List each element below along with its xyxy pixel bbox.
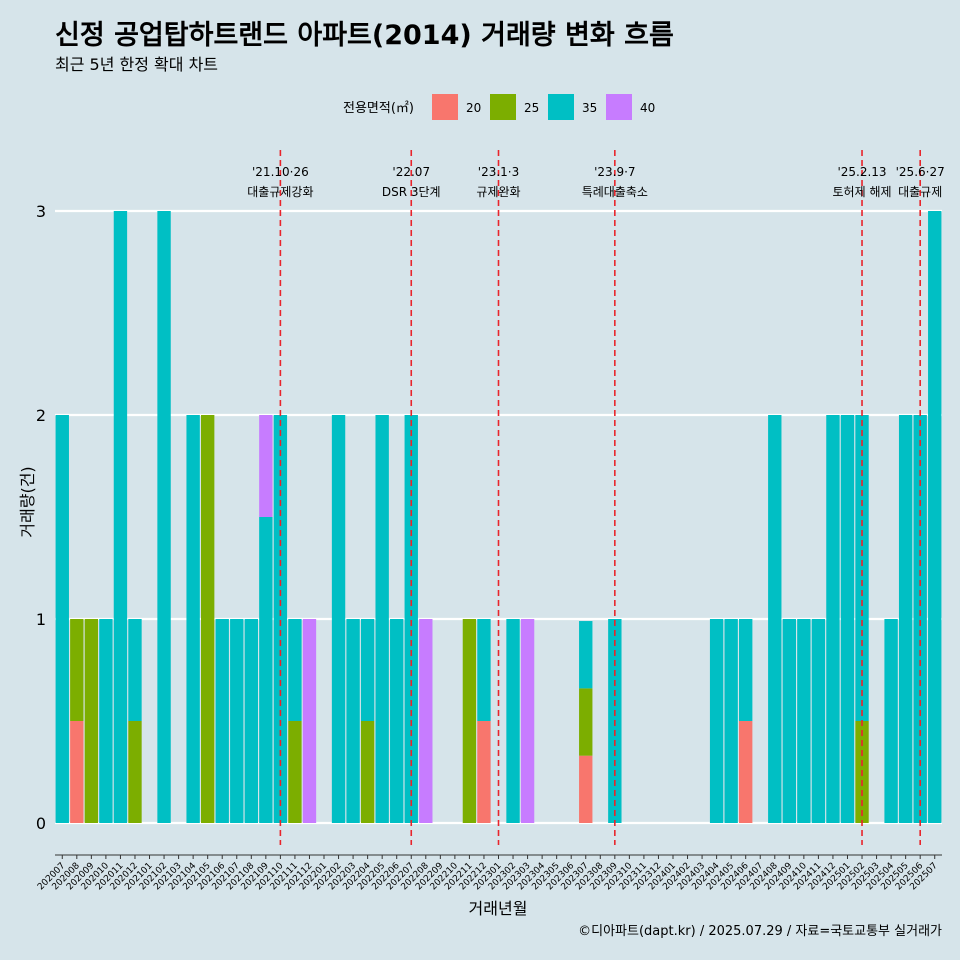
bar-202405-35 bbox=[724, 619, 738, 823]
bar-202302-35 bbox=[506, 619, 520, 823]
bar-202105-25 bbox=[200, 415, 215, 823]
bar-202102-35 bbox=[157, 211, 171, 823]
bar-202203-35 bbox=[346, 619, 360, 823]
y-tick-label-0: 0 bbox=[36, 814, 46, 833]
bar-202507-35 bbox=[928, 211, 942, 823]
bar-202012-25 bbox=[128, 721, 142, 823]
bar-202009-25 bbox=[84, 619, 99, 823]
bar-202303-40 bbox=[520, 619, 535, 823]
bar-202111-35 bbox=[288, 619, 302, 721]
y-axis-title: 거래량(건) bbox=[18, 466, 37, 537]
bar-202112-40 bbox=[302, 619, 317, 823]
y-axis: 0 1 2 3 bbox=[36, 202, 46, 833]
y-tick-label-1: 1 bbox=[36, 610, 46, 629]
legend-swatch-20 bbox=[432, 94, 458, 120]
bar-202307-35 bbox=[579, 621, 593, 689]
x-axis-title: 거래년월 bbox=[469, 899, 528, 918]
bar-202307-25 bbox=[579, 688, 593, 756]
bar-202206-35 bbox=[390, 619, 404, 823]
legend-swatch-25 bbox=[490, 94, 516, 120]
bar-202109-40 bbox=[259, 415, 273, 517]
bar-202207-35 bbox=[404, 415, 418, 823]
legend-label-35: 35 bbox=[582, 101, 597, 115]
legend-label-20: 20 bbox=[466, 101, 481, 115]
event-date-202301: '23.1·3 bbox=[478, 165, 519, 179]
bar-202109-35 bbox=[259, 517, 273, 823]
bar-202010-35 bbox=[99, 619, 113, 823]
bar-202110-35 bbox=[273, 415, 288, 823]
event-label-202301: 규제완화 bbox=[476, 185, 520, 199]
bar-202212-35 bbox=[477, 619, 491, 721]
event-date-202110: '21.10·26 bbox=[252, 165, 309, 179]
event-label-202207: DSR 3단계 bbox=[382, 185, 441, 199]
legend-swatch-35 bbox=[548, 94, 574, 120]
legend-title: 전용면적(㎡) bbox=[343, 101, 414, 116]
bar-202212-20 bbox=[477, 721, 491, 823]
bar-202012-35 bbox=[128, 619, 142, 721]
bar-202411-35 bbox=[811, 619, 826, 823]
bar-202011-35 bbox=[113, 211, 128, 823]
bar-202202-35 bbox=[331, 415, 346, 823]
bar-202204-25 bbox=[360, 721, 375, 823]
chart-title: 신정 공업탑하트랜드 아파트(2014) 거래량 변화 흐름 bbox=[55, 20, 674, 51]
legend-swatch-40 bbox=[606, 94, 632, 120]
event-label-202502: 토허제 해제 bbox=[833, 185, 892, 199]
bar-202111-25 bbox=[288, 721, 302, 823]
bar-202205-35 bbox=[375, 415, 389, 823]
chart-subtitle: 최근 5년 한정 확대 차트 bbox=[55, 55, 218, 74]
x-axis: 2020072020082020092020102020112020122021… bbox=[36, 854, 942, 892]
bar-202008-20 bbox=[70, 721, 84, 823]
bar-202406-20 bbox=[739, 721, 753, 823]
event-markers: '21.10·26 대출규제강화 '22.07 DSR 3단계 '23.1·3 규제완화 '… bbox=[247, 150, 945, 845]
legend: 전용면적(㎡) 20 25 35 40 bbox=[343, 94, 655, 120]
bar-202504-35 bbox=[884, 619, 898, 823]
y-tick-label-3: 3 bbox=[36, 202, 46, 221]
event-label-202110: 대출규제강화 bbox=[247, 185, 313, 199]
bar-202204-35 bbox=[360, 619, 375, 721]
bar-202502-35 bbox=[855, 415, 869, 721]
event-date-202506: '25.6·27 bbox=[896, 165, 945, 179]
bar-202501-35 bbox=[840, 415, 855, 823]
bar-202404-35 bbox=[709, 619, 724, 823]
bar-202008-25 bbox=[70, 619, 84, 721]
bar-202108-35 bbox=[244, 619, 258, 823]
bar-202104-35 bbox=[186, 415, 200, 823]
bar-202211-25 bbox=[462, 619, 477, 823]
y-tick-label-2: 2 bbox=[36, 406, 46, 425]
event-label-202506: 대출규제 bbox=[898, 185, 942, 199]
bar-202208-40 bbox=[419, 619, 433, 823]
bar-202505-35 bbox=[898, 415, 913, 823]
bar-202406-35 bbox=[739, 619, 753, 721]
bars bbox=[55, 211, 942, 823]
legend-label-25: 25 bbox=[524, 101, 539, 115]
caption: ©디아파트(dapt.kr) / 2025.07.29 / 자료=국토교통부 실… bbox=[578, 924, 942, 939]
bar-202107-35 bbox=[230, 619, 244, 823]
bar-202412-35 bbox=[826, 415, 840, 823]
bar-202408-35 bbox=[768, 415, 782, 823]
bar-202307-20 bbox=[579, 755, 593, 823]
bar-202106-35 bbox=[215, 619, 229, 823]
event-label-202309: 특례대출축소 bbox=[582, 185, 648, 199]
event-date-202207: '22.07 bbox=[392, 165, 430, 179]
event-date-202309: '23.9·7 bbox=[594, 165, 635, 179]
event-date-202502: '25.2.13 bbox=[837, 165, 886, 179]
bar-202409-35 bbox=[782, 619, 797, 823]
bar-202007-35 bbox=[55, 415, 69, 823]
legend-label-40: 40 bbox=[640, 101, 655, 115]
bar-202506-35 bbox=[913, 415, 927, 823]
bar-202410-35 bbox=[797, 619, 811, 823]
